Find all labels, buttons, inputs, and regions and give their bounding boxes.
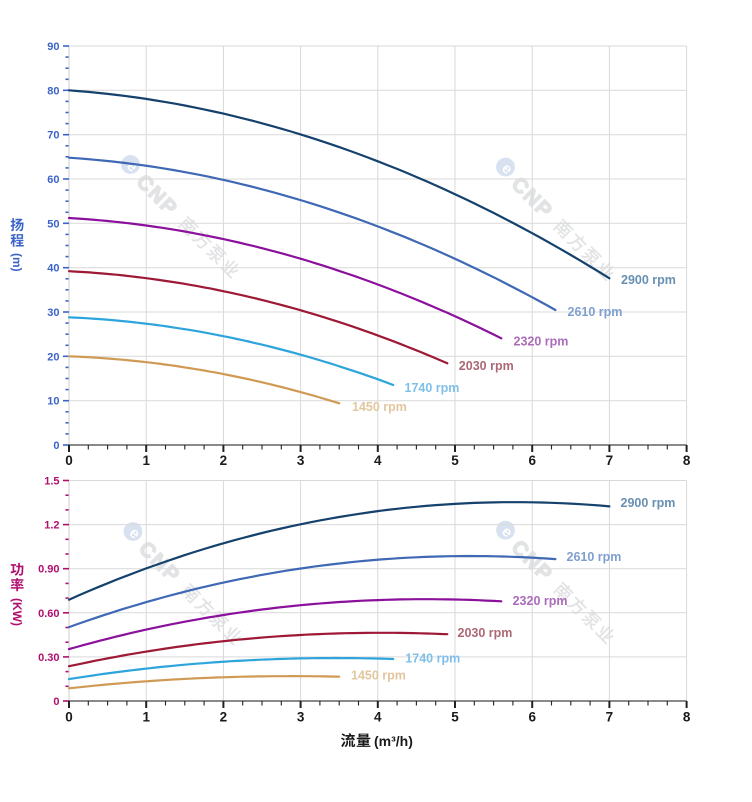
svg-text:6: 6	[528, 453, 536, 468]
svg-text:2610 rpm: 2610 rpm	[567, 550, 622, 564]
svg-text:(m³/h): (m³/h)	[374, 733, 413, 749]
svg-text:2030 rpm: 2030 rpm	[458, 626, 513, 640]
svg-text:80: 80	[47, 85, 59, 97]
svg-text:1.5: 1.5	[44, 476, 59, 488]
svg-text:0: 0	[53, 440, 59, 452]
svg-text:2900 rpm: 2900 rpm	[621, 273, 676, 287]
svg-text:90: 90	[47, 41, 59, 53]
svg-text:70: 70	[47, 130, 59, 142]
svg-text:2320 rpm: 2320 rpm	[513, 594, 568, 608]
svg-text:2610 rpm: 2610 rpm	[568, 305, 623, 319]
svg-text:2030 rpm: 2030 rpm	[459, 359, 514, 373]
svg-text:60: 60	[47, 174, 59, 186]
svg-text:50: 50	[47, 218, 59, 230]
svg-text:1450 rpm: 1450 rpm	[352, 400, 407, 414]
svg-text:3: 3	[297, 710, 305, 725]
svg-text:5: 5	[451, 453, 459, 468]
svg-text:0: 0	[65, 453, 73, 468]
svg-text:(KW): (KW)	[10, 598, 24, 626]
svg-text:5: 5	[451, 710, 459, 725]
svg-text:2: 2	[220, 710, 228, 725]
svg-text:1740 rpm: 1740 rpm	[405, 652, 460, 666]
svg-text:2: 2	[220, 453, 228, 468]
svg-text:10: 10	[47, 396, 59, 408]
svg-text:4: 4	[374, 710, 382, 725]
svg-text:6: 6	[528, 710, 536, 725]
svg-text:1.2: 1.2	[44, 520, 59, 532]
svg-text:0.90: 0.90	[38, 564, 59, 576]
svg-text:1740 rpm: 1740 rpm	[405, 381, 460, 395]
svg-text:1: 1	[142, 453, 150, 468]
svg-text:20: 20	[47, 351, 59, 363]
svg-text:0: 0	[53, 696, 59, 708]
svg-text:8: 8	[683, 453, 691, 468]
svg-text:0: 0	[65, 710, 73, 725]
svg-text:2320 rpm: 2320 rpm	[514, 334, 569, 348]
svg-text:8: 8	[683, 710, 691, 725]
svg-text:0.30: 0.30	[38, 652, 59, 664]
svg-text:30: 30	[47, 307, 59, 319]
svg-text:2900 rpm: 2900 rpm	[621, 496, 676, 510]
svg-text:7: 7	[606, 453, 614, 468]
svg-text:7: 7	[606, 710, 614, 725]
svg-text:(m): (m)	[10, 253, 24, 272]
svg-text:1: 1	[142, 710, 150, 725]
svg-text:4: 4	[374, 453, 382, 468]
svg-text:1450 rpm: 1450 rpm	[351, 669, 406, 683]
svg-text:40: 40	[47, 263, 59, 275]
svg-text:3: 3	[297, 453, 305, 468]
svg-text:0.60: 0.60	[38, 608, 59, 620]
